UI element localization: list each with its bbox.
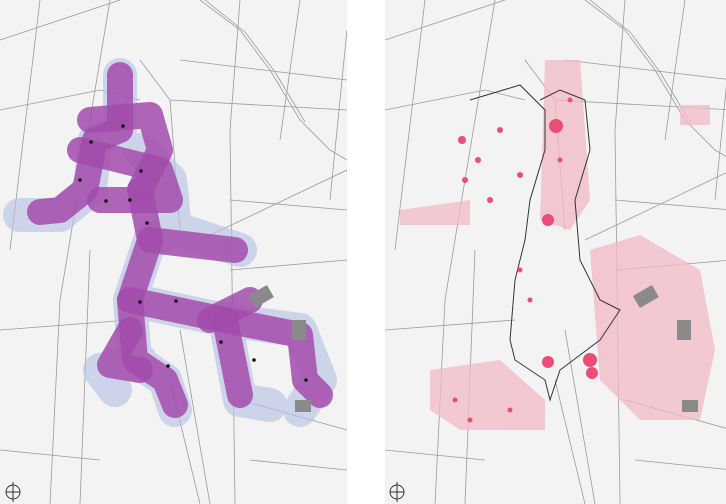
road: [249, 459, 347, 471]
road: [385, 89, 526, 111]
road: [49, 0, 111, 504]
road: [664, 0, 686, 141]
road: [385, 0, 506, 41]
road: [204, 0, 306, 123]
industrial-buildings: [247, 284, 311, 412]
road: [169, 99, 347, 111]
road: [385, 449, 486, 461]
industrial-buildings: [632, 284, 698, 412]
road: [0, 319, 131, 331]
road: [229, 199, 347, 211]
road: [179, 59, 347, 81]
road: [614, 199, 726, 210]
road: [0, 449, 101, 461]
road: [279, 0, 301, 141]
bus-stops: [78, 124, 308, 382]
road: [434, 0, 496, 504]
north-arrow-icon: [5, 482, 21, 502]
road: [329, 29, 347, 201]
road: [394, 0, 426, 251]
road: [229, 259, 347, 271]
road: [564, 59, 726, 80]
road: [634, 459, 726, 470]
road: [714, 85, 726, 201]
road: [385, 319, 516, 331]
left-map-panel[interactable]: [0, 0, 347, 504]
road-network: [0, 0, 347, 504]
service-areas: [400, 60, 715, 430]
road: [584, 0, 726, 157]
road: [564, 329, 596, 504]
facility-dots: [452, 97, 598, 423]
north-arrow-icon: [389, 482, 405, 502]
road: [179, 329, 211, 504]
road: [589, 0, 691, 123]
road: [554, 379, 586, 504]
right-map-panel[interactable]: [385, 0, 726, 504]
road: [199, 0, 347, 161]
urban-boundary-outline: [469, 84, 621, 402]
road: [584, 172, 726, 241]
road: [0, 0, 121, 41]
